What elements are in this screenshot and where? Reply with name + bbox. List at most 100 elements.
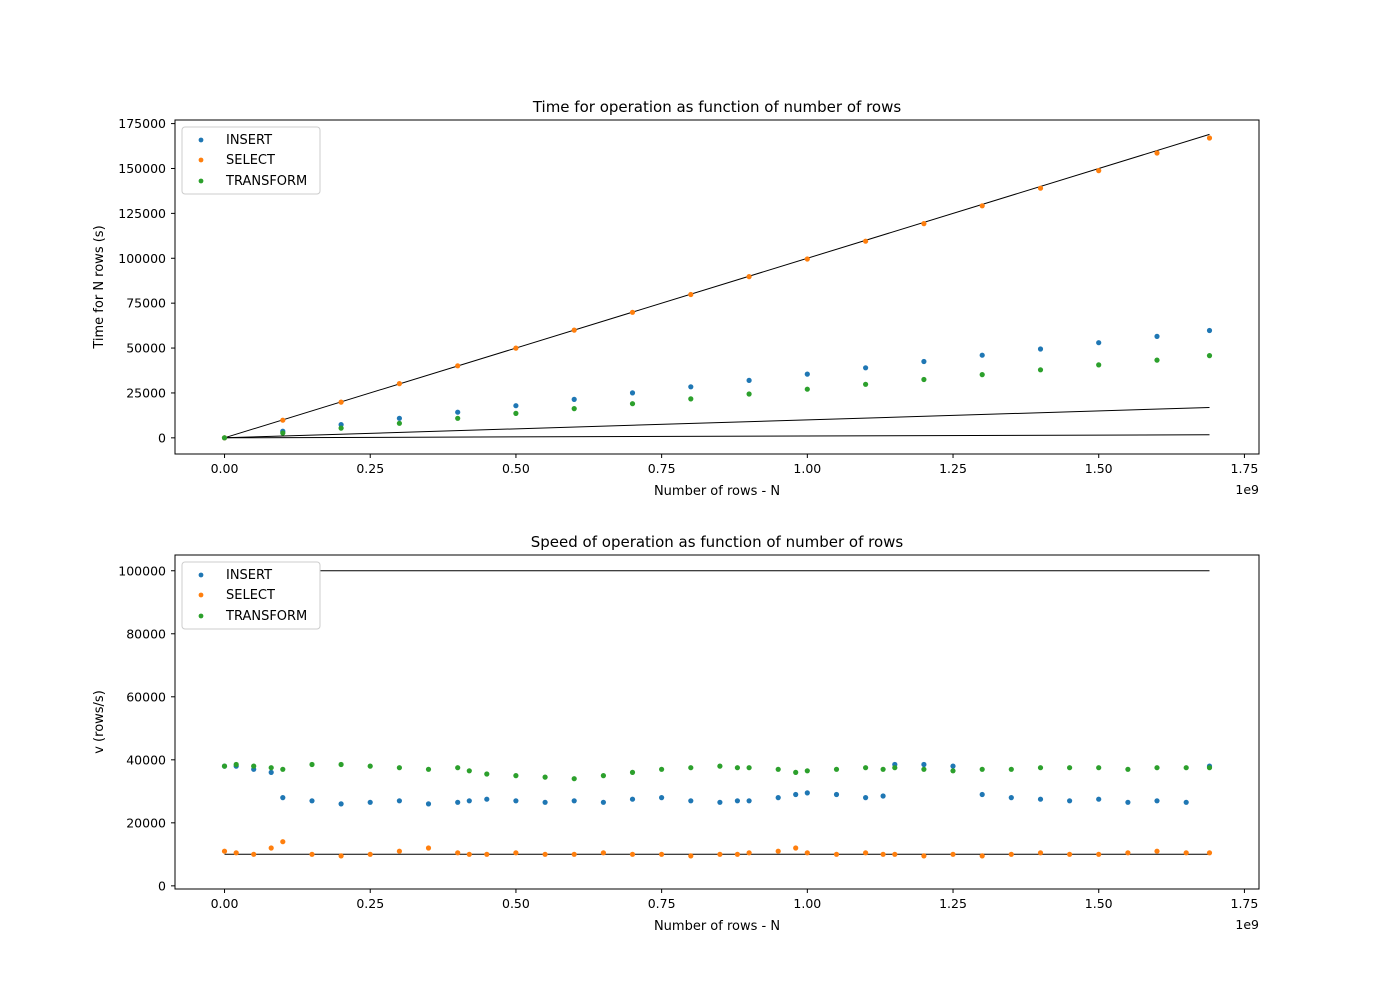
speed-chart-reference-lines [224, 570, 1210, 855]
time-chart-point-select [396, 381, 402, 387]
time-chart-point-insert [746, 377, 752, 383]
speed-chart-point-transform [513, 773, 519, 779]
time-chart-point-transform [804, 386, 810, 392]
time-chart-legend-marker-transform [198, 178, 204, 184]
speed-chart-point-insert [600, 799, 607, 805]
speed-chart-point-insert [338, 801, 344, 807]
time-chart-point-select [688, 291, 694, 298]
time-chart-point-insert [863, 365, 869, 371]
speed-chart-point-transform [338, 761, 344, 768]
speed-chart: Speed of operation as function of number… [92, 533, 1260, 934]
speed-chart-points [221, 761, 1213, 859]
speed-chart-point-transform [833, 766, 840, 772]
speed-chart-point-select [1008, 851, 1014, 857]
speed-chart-point-select [1125, 850, 1131, 856]
time-chart-point-insert [513, 403, 519, 409]
time-chart-point-select [629, 309, 636, 315]
speed-chart-point-insert [979, 791, 985, 798]
speed-chart-point-transform [542, 774, 548, 780]
speed-chart-point-select [1037, 850, 1044, 856]
time-chart-point-insert [1154, 333, 1160, 339]
time-chart-point-transform [455, 415, 461, 421]
speed-chart-plot-frame [174, 554, 1260, 890]
time-chart-point-select [921, 221, 927, 227]
time-chart-point-transform [629, 401, 636, 407]
time-chart-point-insert [1096, 340, 1102, 346]
time-chart-point-select [863, 238, 869, 244]
speed-chart-x-tick-label: 1.50 [1085, 896, 1113, 911]
speed-chart-point-select [950, 851, 956, 857]
speed-chart-point-transform [659, 766, 665, 772]
speed-chart-point-transform [396, 765, 402, 771]
time-chart-point-transform [1037, 367, 1044, 373]
speed-chart-point-transform [734, 765, 741, 771]
time-chart-x-tick-label: 1.50 [1085, 461, 1113, 476]
time-chart-reference-line-3 [224, 434, 1210, 439]
speed-chart-point-select [863, 850, 869, 856]
speed-chart-point-transform [746, 765, 752, 771]
speed-chart-point-insert [717, 799, 723, 805]
time-chart-point-select [804, 256, 810, 262]
time-chart-point-transform [688, 396, 694, 402]
speed-chart-point-transform [1067, 765, 1073, 771]
speed-chart-point-transform [280, 766, 286, 772]
time-chart-point-transform [1154, 357, 1160, 363]
time-chart-point-transform [396, 420, 402, 426]
time-chart-point-transform [921, 376, 927, 383]
speed-chart-legend-marker-select [198, 592, 204, 598]
speed-chart-point-transform [1154, 765, 1160, 771]
speed-chart-point-transform [1125, 766, 1131, 772]
speed-chart-point-select [600, 850, 607, 856]
speed-chart-point-insert [1008, 795, 1014, 801]
time-chart-point-transform [1206, 353, 1213, 359]
speed-chart-point-insert [659, 795, 665, 801]
speed-chart-point-select [734, 851, 741, 857]
speed-chart-y-axis-label: v (rows/s) [92, 690, 107, 754]
time-chart-reference-lines [224, 133, 1210, 439]
time-chart-point-select [1206, 135, 1213, 141]
time-chart-y-axis-label: Time for N rows (s) [92, 225, 107, 349]
speed-chart-legend-entry-insert: INSERT [198, 568, 272, 583]
speed-chart-point-select [367, 851, 373, 857]
speed-chart-point-insert [571, 798, 577, 804]
time-chart-point-select [1096, 168, 1102, 174]
speed-chart-y-tick-label: 60000 [126, 689, 166, 704]
speed-chart-point-insert [775, 795, 781, 801]
time-chart-point-select [979, 203, 985, 209]
time-chart-point-select [338, 399, 344, 405]
time-chart-point-insert [804, 371, 810, 377]
speed-chart-x-tick-label: 0.00 [211, 896, 239, 911]
time-chart-y-ticks: 0 25000 50000 75000 100000 125000 150000 175000 [118, 116, 175, 445]
speed-chart-point-select [233, 850, 239, 856]
speed-chart-x-tick-label: 1.25 [939, 896, 967, 911]
speed-chart-point-select [717, 851, 723, 857]
speed-chart-y-tick-label: 100000 [118, 563, 166, 578]
speed-chart-x-ticks: 0.00 0.25 0.50 0.75 1.00 1.25 1.50 1.75 [211, 889, 1258, 911]
speed-chart-point-transform [1037, 765, 1044, 771]
speed-chart-point-insert [793, 791, 799, 798]
speed-chart-point-transform [309, 761, 315, 768]
speed-chart-point-transform [1183, 765, 1189, 771]
time-chart-x-ticks: 0.00 0.25 0.50 0.75 1.00 1.25 1.50 1.75 [211, 454, 1258, 476]
speed-chart-x-tick-label: 0.75 [648, 896, 676, 911]
time-chart-legend-marker-insert [198, 137, 204, 143]
speed-chart-y-tick-label: 40000 [126, 752, 166, 767]
speed-chart-point-transform [425, 766, 432, 772]
time-chart-point-select [513, 345, 519, 351]
speed-chart-point-select [775, 848, 781, 854]
speed-chart-point-insert [833, 791, 840, 798]
time-chart-point-select [746, 274, 752, 280]
time-chart-x-tick-label: 0.00 [211, 461, 239, 476]
speed-chart-point-insert [880, 793, 886, 799]
speed-chart-legend: INSERT SELECT TRANSFORM [181, 561, 321, 630]
speed-chart-legend-marker-transform [198, 613, 204, 619]
time-chart-point-select [455, 363, 461, 369]
speed-chart-point-select [892, 851, 898, 857]
speed-chart-point-select [1183, 850, 1189, 856]
time-chart-legend-marker-select [198, 157, 204, 163]
speed-chart-y-tick-label: 20000 [126, 815, 166, 830]
speed-chart-point-transform [268, 765, 274, 771]
speed-chart-x-axis-label: Number of rows - N [654, 919, 780, 934]
speed-chart-point-insert [734, 798, 741, 804]
